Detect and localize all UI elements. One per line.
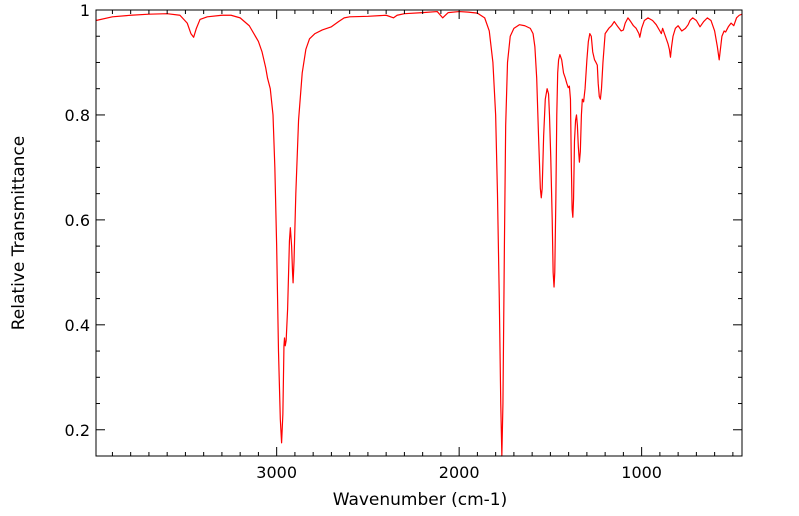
y-tick-label: 0.2 <box>65 421 90 440</box>
x-tick-label: 1000 <box>621 463 662 482</box>
plot-frame <box>95 9 743 457</box>
y-axis-title: Relative Transmittance <box>9 136 29 331</box>
y-tick-label: 0.8 <box>65 106 90 125</box>
x-tick-label: 3000 <box>256 463 297 482</box>
x-axis-title: Wavenumber (cm-1) <box>333 490 508 510</box>
y-tick-label: 0.6 <box>65 211 90 230</box>
tick-labels: 3000 2000 1000 0.2 0.4 0.6 0.8 1 <box>65 1 662 482</box>
x-tick-label: 2000 <box>439 463 480 482</box>
y-tick-label: 0.4 <box>65 316 90 335</box>
y-tick-label: 1 <box>80 1 90 20</box>
spectrum-line-0 <box>95 10 743 457</box>
plot-area <box>95 10 743 457</box>
axis-ticks <box>96 9 742 456</box>
